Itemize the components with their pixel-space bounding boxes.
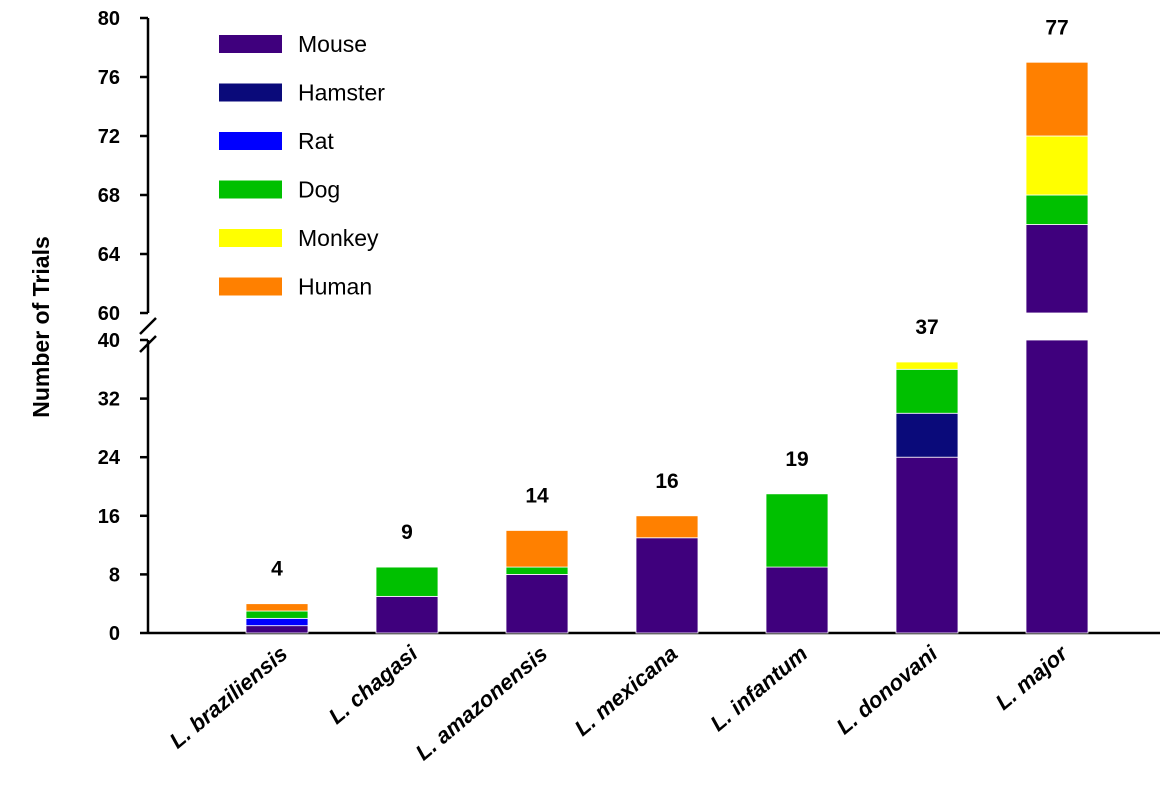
bar-segment-human [505,530,569,568]
bar-segment-human [635,515,699,539]
bar-segment-dog [375,566,439,597]
bar-segment-dog [245,610,309,619]
x-category-label: L. braziliensis [165,641,293,754]
legend-label: Mouse [298,31,367,57]
legend-label: Rat [298,128,334,154]
x-category-label: L. chagasi [324,640,423,729]
x-category-label: L. mexicana [570,641,683,741]
bar-segment-mouse [245,625,309,634]
y-tick-label: 76 [98,67,120,89]
bar-total-label: 77 [1045,16,1068,39]
bar-segment-mouse [765,566,829,634]
legend: Mouse Hamster Rat Dog Monkey Human [219,31,385,300]
bar-total-label: 19 [785,448,808,471]
bar-segment-mouse [1025,224,1089,314]
y-tick-label: 8 [109,564,120,586]
y-tick-label: 16 [98,506,120,528]
legend-swatch-hamster [219,83,282,102]
y-axis: 0 8 16 24 32 40 60 64 68 72 76 80 [98,8,1160,645]
x-category-label: L. amazonensis [411,641,553,765]
y-tick-label: 80 [98,8,120,30]
x-category-label: L. major [991,640,1074,715]
bar-total-label: 37 [915,316,938,339]
bar-segment-monkey [895,361,959,370]
axis-break-mark [139,317,157,335]
bar-total-label: 4 [271,558,283,581]
bar-segment-human [245,603,309,612]
legend-label: Dog [298,177,340,203]
legend-label: Human [298,274,372,300]
legend-swatch-dog [219,180,282,199]
bar-segment-dog [505,566,569,575]
bar-total-label: 16 [655,470,678,493]
bar-total-label: 9 [401,521,413,544]
x-category-label: L. donovani [832,640,943,739]
legend-swatch-human [219,277,282,296]
y-tick-label: 60 [98,303,120,325]
legend-swatch-monkey [219,229,282,247]
bar-total-label: 14 [525,484,549,507]
bar-segment-mouse [375,595,439,634]
legend-swatch-rat [219,132,282,150]
bar-segment-hamster [895,412,959,458]
x-category-label: L. infantum [705,641,812,736]
y-tick-label: 24 [98,447,121,469]
bar-segment-mouse [635,537,699,634]
bar-totals: 4 9 14 16 19 37 77 [271,16,1069,580]
y-tick-label: 68 [98,185,120,207]
bar-segment-human [1025,61,1089,137]
legend-label: Hamster [298,80,385,106]
legend-label: Monkey [298,225,379,251]
bar-segment-monkey [1025,135,1089,196]
bar-segment-dog [1025,194,1089,225]
bar-segment-mouse [1025,339,1089,634]
bar-segment-dog [765,493,829,568]
bar-segment-rat [245,617,309,627]
y-tick-label: 64 [98,244,121,266]
bar-segment-dog [895,368,959,414]
bar-segment-mouse [895,456,959,634]
bar-segment-mouse [505,574,569,634]
axis-break-mark [139,335,157,353]
y-tick-label: 0 [109,623,120,645]
y-tick-label: 40 [98,330,120,352]
y-axis-label: Number of Trials [28,236,54,417]
y-tick-label: 72 [98,126,120,148]
bars [245,61,1089,634]
y-tick-label: 32 [98,389,120,411]
legend-swatch-mouse [219,35,282,53]
